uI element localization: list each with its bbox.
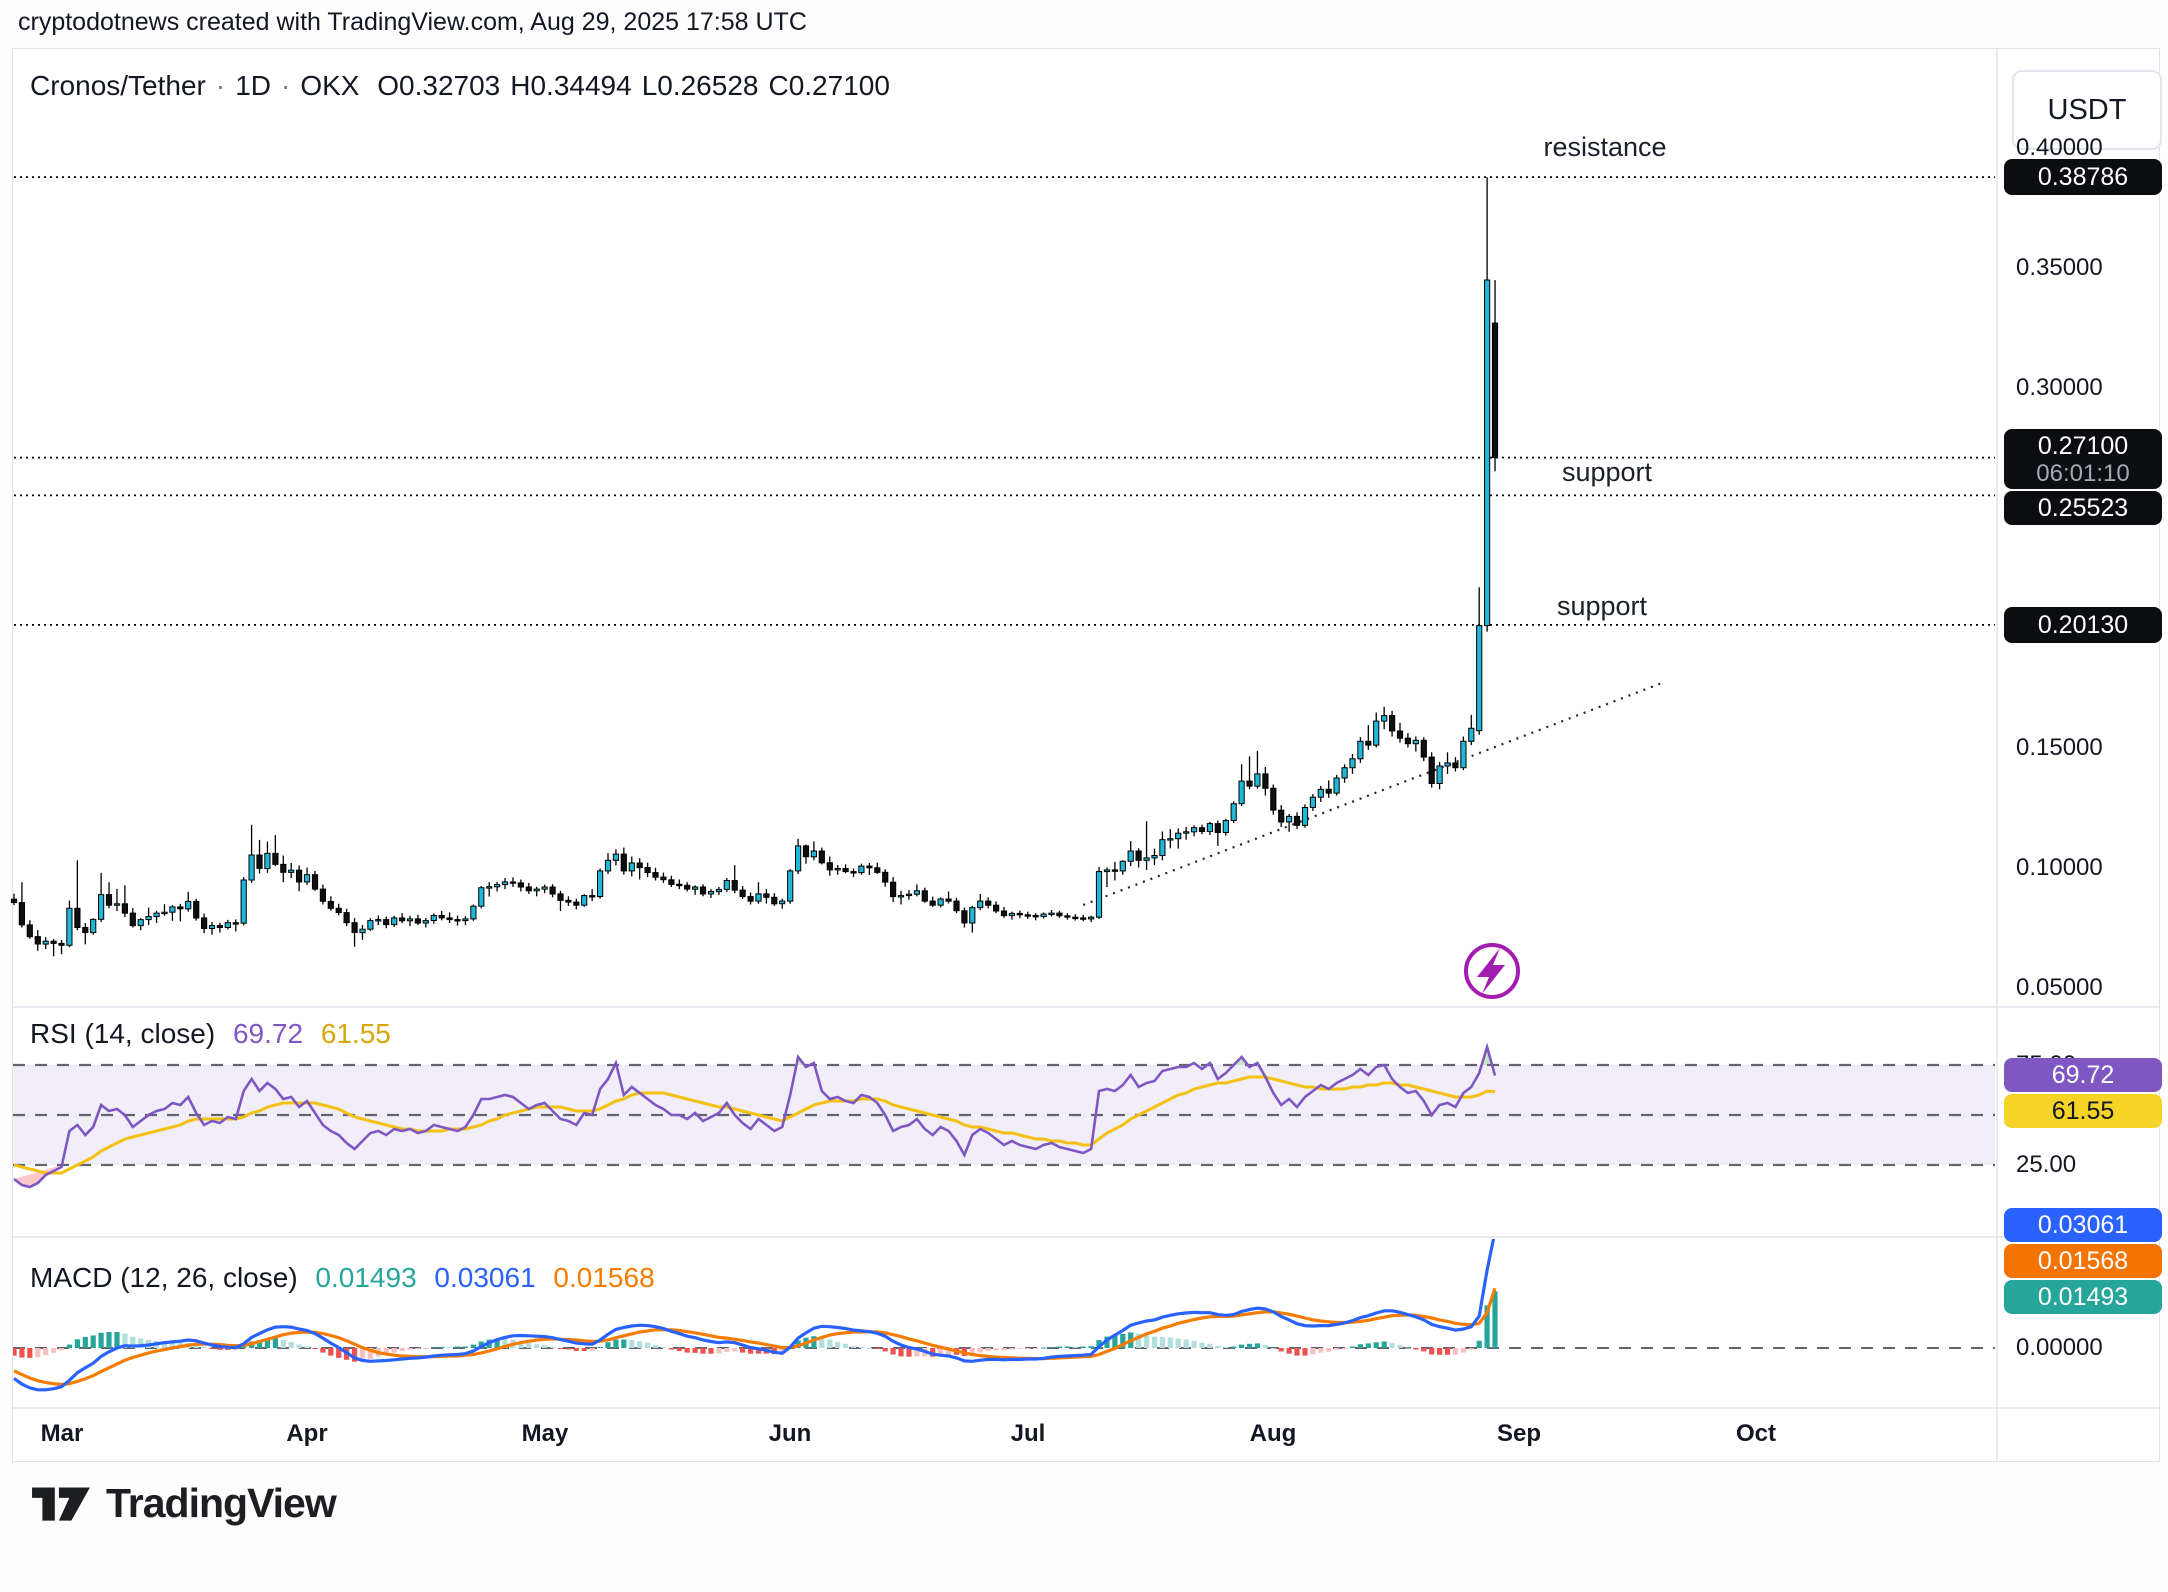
legend-separator: · xyxy=(281,70,291,101)
macd-title: MACD (12, 26, close) xyxy=(30,1262,298,1293)
macd-hist-badge: 0.01493 xyxy=(2004,1280,2162,1314)
rsi-axis-label: 25.00 xyxy=(2016,1151,2077,1178)
macd-axis-label: 0.00000 xyxy=(2016,1334,2103,1361)
price-axis-label: 0.05000 xyxy=(2016,974,2103,1001)
timeframe[interactable]: 1D xyxy=(235,70,271,101)
price-axis-label: 0.40000 xyxy=(2016,134,2103,161)
exchange: OKX xyxy=(300,70,360,101)
price-axis-label: 0.15000 xyxy=(2016,734,2103,761)
month-label-oct: Oct xyxy=(1735,1420,1776,1447)
price-axis-label: 0.10000 xyxy=(2016,854,2103,881)
tradingview-logo[interactable]: TradingView xyxy=(30,1478,337,1528)
support1-price-badge: 0.25523 xyxy=(2004,491,2162,525)
support2-price-badge: 0.20130 xyxy=(2004,607,2162,643)
rsi-badge: 69.72 xyxy=(2004,1058,2162,1092)
currency-toggle-button[interactable]: USDT xyxy=(2012,70,2162,150)
resistance-price-badge: 0.38786 xyxy=(2004,159,2162,195)
price-axis-label: 0.35000 xyxy=(2016,254,2103,281)
ohlc-high: H0.34494 xyxy=(510,70,632,101)
attribution-text: cryptodotnews created with TradingView.c… xyxy=(18,8,807,36)
ohlc-low: L0.26528 xyxy=(641,70,759,101)
lightning-bolt-icon xyxy=(1477,948,1505,994)
legend-separator: · xyxy=(215,70,226,101)
ohlc-close: C0.27100 xyxy=(768,70,890,101)
month-label-mar: Mar xyxy=(40,1420,84,1447)
macd-signal-value: 0.01568 xyxy=(553,1262,655,1293)
rsi-title: RSI (14, close) xyxy=(30,1018,216,1049)
rsi-value: 69.72 xyxy=(232,1018,304,1049)
tradingview-logo-icon xyxy=(32,1487,90,1521)
macd-hist-value: 0.01493 xyxy=(315,1262,417,1293)
macd-signal-badge: 0.01568 xyxy=(2004,1244,2162,1278)
macd-line-value: 0.03061 xyxy=(434,1262,536,1293)
month-label-apr: Apr xyxy=(286,1420,328,1447)
symbol-legend[interactable]: Cronos/Tether · 1D · OKX O0.32703 H0.34494 L0.… xyxy=(30,70,900,102)
chart-frame xyxy=(12,48,2160,1462)
support-label-2: support xyxy=(1556,591,1648,621)
rsi-ma-value: 61.55 xyxy=(320,1018,391,1049)
price-axis-label: 0.30000 xyxy=(2016,374,2103,401)
ohlc-open: O0.32703 xyxy=(377,70,501,101)
support-label-1: support xyxy=(1561,457,1653,487)
candle-countdown: 06:01:10 xyxy=(2036,459,2130,487)
macd-legend[interactable]: MACD (12, 26, close) 0.01493 0.03061 0.0… xyxy=(30,1262,665,1294)
month-label-may: May xyxy=(521,1420,569,1447)
macd-line-badge: 0.03061 xyxy=(2004,1208,2162,1242)
month-label-jun: Jun xyxy=(768,1420,812,1447)
rsi-ma-badge: 61.55 xyxy=(2004,1094,2162,1128)
month-label-sep: Sep xyxy=(1496,1420,1541,1447)
month-label-aug: Aug xyxy=(1249,1420,1297,1447)
resistance-label: resistance xyxy=(1543,132,1667,162)
symbol-name[interactable]: Cronos/Tether xyxy=(30,70,206,101)
tradingview-logo-text: TradingView xyxy=(106,1479,337,1526)
month-label-jul: Jul xyxy=(1010,1420,1046,1447)
rsi-legend[interactable]: RSI (14, close) 69.72 61.55 xyxy=(30,1018,401,1050)
current-price-badge: 0.27100 06:01:10 xyxy=(2004,429,2162,489)
